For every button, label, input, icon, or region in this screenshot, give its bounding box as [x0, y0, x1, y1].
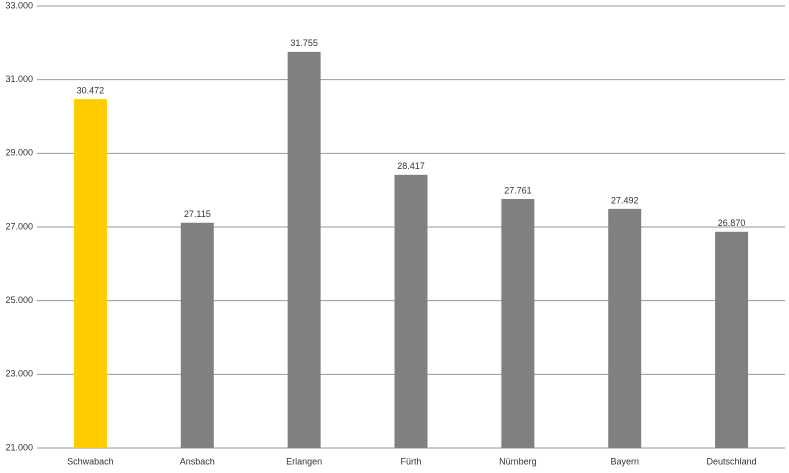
bar [287, 51, 321, 449]
y-tick-label: 27.000 [5, 221, 33, 231]
x-tick-label: Bayern [610, 456, 639, 466]
y-tick-label: 21.000 [5, 442, 33, 452]
y-tick-label: 23.000 [5, 369, 33, 379]
bar [608, 208, 642, 448]
value-label: 27.761 [504, 185, 532, 195]
bar [73, 99, 107, 448]
bar [180, 222, 214, 448]
value-label: 27.492 [611, 195, 639, 205]
x-tick-label: Erlangen [286, 456, 322, 466]
x-tick-label: Ansbach [180, 456, 215, 466]
x-tick-label: Nürnberg [499, 456, 537, 466]
value-label: 30.472 [77, 85, 105, 95]
value-label: 27.115 [184, 209, 211, 219]
value-label: 28.417 [397, 161, 425, 171]
y-tick-label: 25.000 [5, 295, 33, 305]
y-tick-label: 31.000 [5, 74, 33, 84]
bar [715, 231, 749, 448]
y-tick-label: 33.000 [5, 0, 33, 10]
x-tick-label: Deutschland [707, 456, 757, 466]
y-tick-label: 29.000 [5, 148, 33, 158]
bar [501, 198, 535, 448]
value-label: 31.755 [290, 38, 318, 48]
value-label: 26.870 [718, 218, 746, 228]
x-tick-label: Fürth [400, 456, 421, 466]
bar [394, 174, 428, 448]
x-tick-label: Schwabach [67, 456, 114, 466]
